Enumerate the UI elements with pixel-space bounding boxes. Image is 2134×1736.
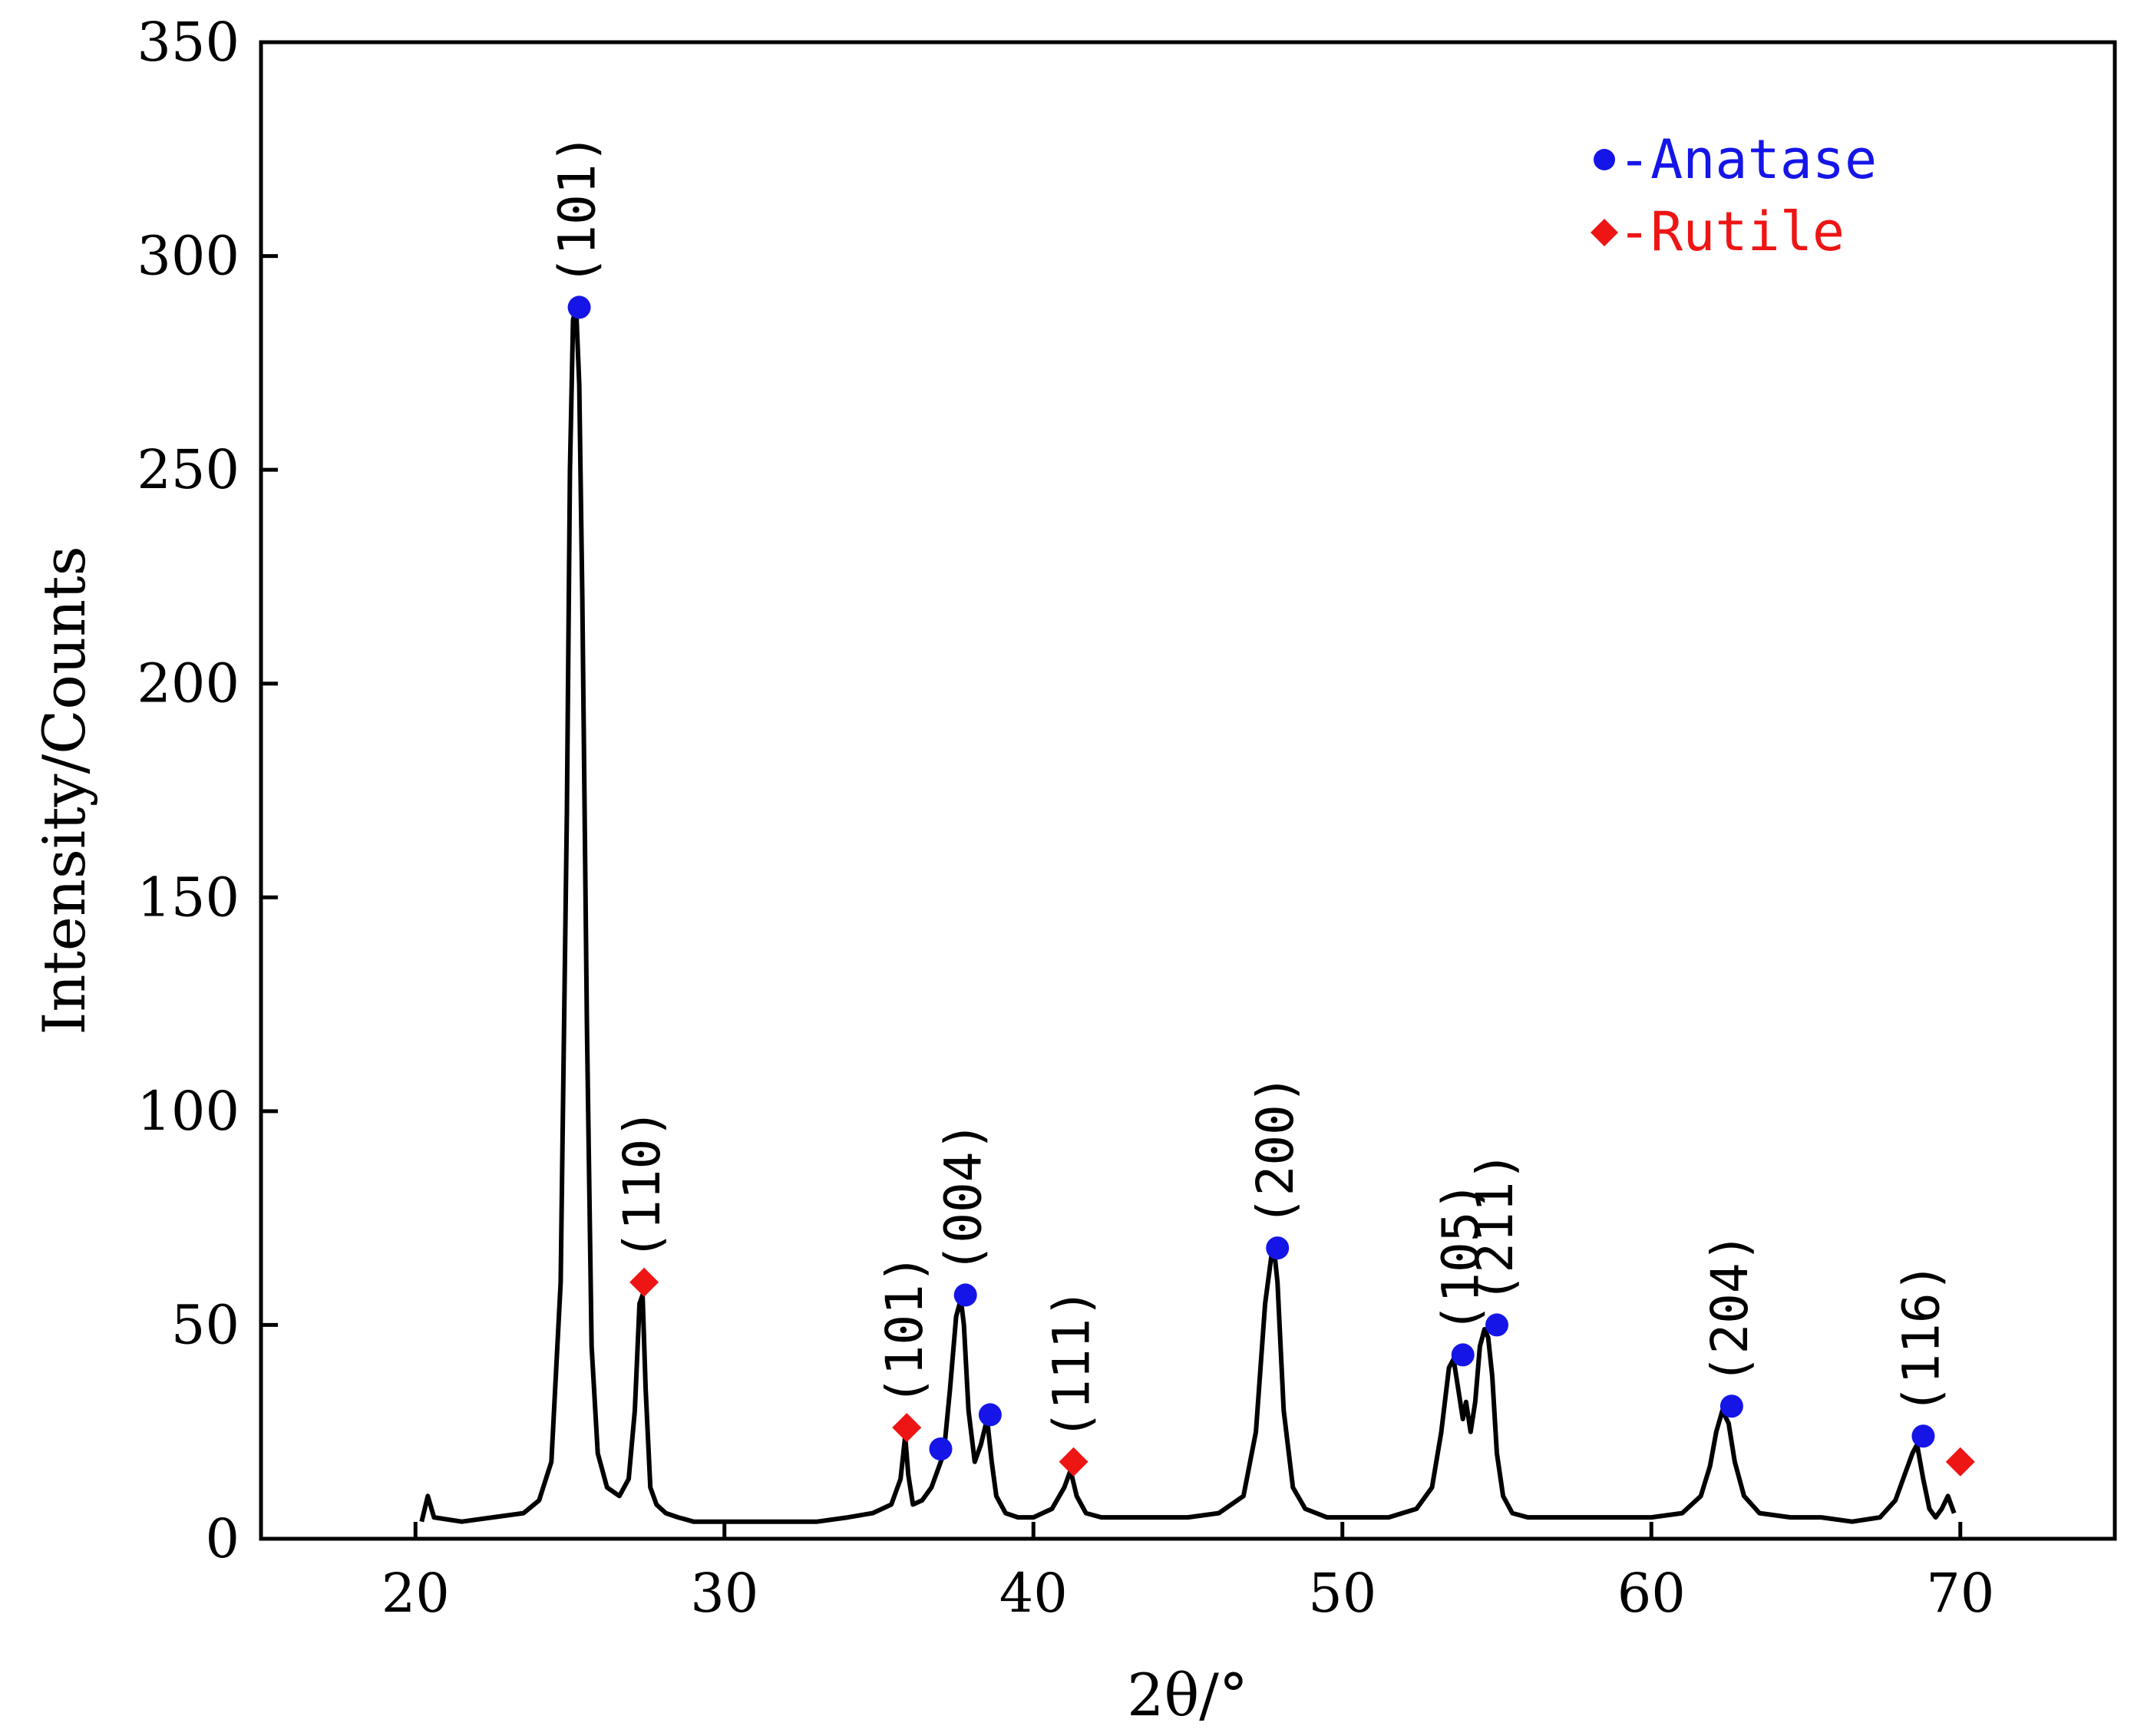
rutile-peak-marker: [629, 1267, 659, 1297]
y-tick-label: 250: [137, 438, 239, 501]
anatase-legend-icon: [1594, 149, 1615, 170]
peak-label: (105): [1432, 1181, 1491, 1334]
y-axis-title: Intensity/Counts: [30, 546, 98, 1035]
y-axis-ticks: 0 50 100 150 200 250 300 350: [137, 11, 278, 1570]
y-tick-label: 150: [137, 866, 239, 929]
rutile-peak-marker: [1945, 1447, 1975, 1477]
legend-entry-anatase: -Anatase: [1594, 128, 1877, 191]
peak-label: (004): [934, 1121, 993, 1274]
x-tick-label: 30: [690, 1562, 758, 1625]
y-tick-label: 100: [137, 1080, 239, 1143]
y-tick-label: 50: [171, 1293, 239, 1356]
plot-frame: [259, 40, 2117, 1541]
x-tick-label: 50: [1308, 1562, 1376, 1625]
peak-label: (101): [875, 1253, 934, 1406]
peak-labels: (101)(110)(101)(004)(111)(200)(105)(211)…: [548, 134, 1951, 1441]
anatase-peak-marker: [978, 1403, 1002, 1427]
legend-label-anatase: -Anatase: [1618, 128, 1877, 191]
peak-label: (110): [613, 1108, 672, 1261]
anatase-peak-marker: [1451, 1343, 1475, 1367]
legend: -Anatase -Rutile: [1591, 128, 1877, 263]
peak-label: (101): [548, 134, 607, 286]
anatase-peak-marker: [1485, 1313, 1508, 1337]
xrd-pattern-line: [419, 305, 1957, 1524]
peak-label: (204): [1700, 1233, 1759, 1385]
rutile-peak-marker: [1059, 1447, 1088, 1477]
peak-label: (211): [1465, 1151, 1525, 1304]
rutile-legend-icon: [1591, 219, 1618, 246]
rutile-peak-marker: [892, 1413, 922, 1443]
anatase-peak-marker: [1266, 1236, 1290, 1260]
y-tick-label: 200: [137, 652, 239, 715]
x-axis-title: 2θ/°: [1127, 1661, 1248, 1729]
y-tick-label: 0: [205, 1507, 239, 1570]
peak-label: (116): [1891, 1262, 1951, 1415]
x-tick-label: 20: [382, 1562, 450, 1625]
anatase-peak-marker: [929, 1437, 953, 1460]
y-tick-label: 350: [137, 11, 239, 74]
anatase-peak-marker: [953, 1283, 977, 1307]
legend-label-rutile: -Rutile: [1618, 200, 1845, 263]
peak-label: (111): [1042, 1288, 1102, 1441]
x-axis-ticks: 20 30 40 50 60 70: [382, 1522, 1994, 1625]
x-tick-label: 70: [1926, 1562, 1994, 1625]
legend-entry-rutile: -Rutile: [1591, 200, 1845, 263]
peak-markers: [567, 295, 1975, 1477]
anatase-peak-marker: [1719, 1394, 1743, 1418]
peak-label: (200): [1246, 1074, 1305, 1226]
y-tick-label: 300: [137, 225, 239, 288]
anatase-peak-marker: [1911, 1424, 1935, 1448]
x-tick-label: 60: [1617, 1562, 1686, 1625]
anatase-peak-marker: [567, 295, 591, 319]
x-tick-label: 40: [999, 1562, 1068, 1625]
